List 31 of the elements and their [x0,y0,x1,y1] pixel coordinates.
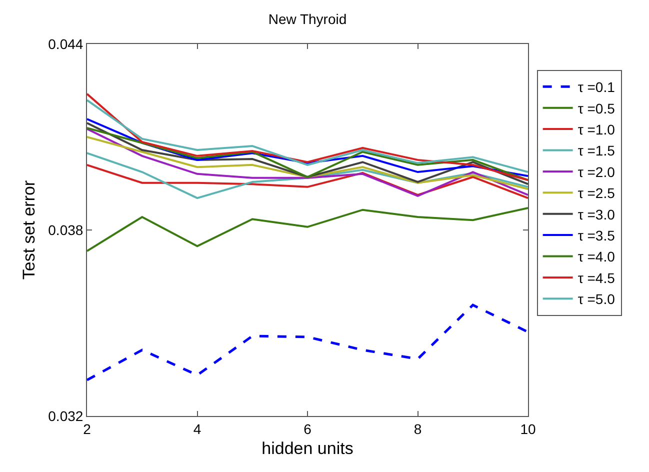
y-tick-label: 0.044 [48,36,84,52]
line-series [87,152,528,200]
line-series [87,99,528,174]
legend-label: τ =0.5 [578,100,616,116]
legend-label: τ =4.5 [578,270,616,286]
line-series [87,136,528,190]
x-tick-label: 6 [304,420,312,437]
legend-label: τ =3.5 [578,228,616,244]
x-tick-label: 8 [414,420,422,437]
legend-label: τ =1.5 [578,142,616,159]
legend-label: τ =2.5 [578,185,616,202]
x-tick-label: 10 [520,420,536,437]
x-tick-label: 4 [193,420,202,437]
legend-label: τ =0.1 [578,79,616,96]
legend-label: τ =5.0 [578,291,616,308]
line-series [87,128,528,197]
line-series [87,92,528,182]
legend-label: τ =2.0 [578,164,616,180]
y-axis-title: Test set error [20,180,39,280]
line-series [87,206,528,252]
y-tick-label: 0.038 [48,222,84,238]
x-axis-title: hidden units [262,439,354,458]
legend-label: τ =3.0 [578,206,616,222]
y-tick-label: 0.032 [48,408,84,424]
legend-label: τ =1.0 [578,122,616,138]
chart-title: New Thyroid [268,10,347,27]
line-series [87,164,528,200]
line-series [87,304,528,382]
x-tick-label: 2 [83,420,92,437]
legend-label: τ =4.0 [578,248,616,265]
line-series [87,118,528,178]
